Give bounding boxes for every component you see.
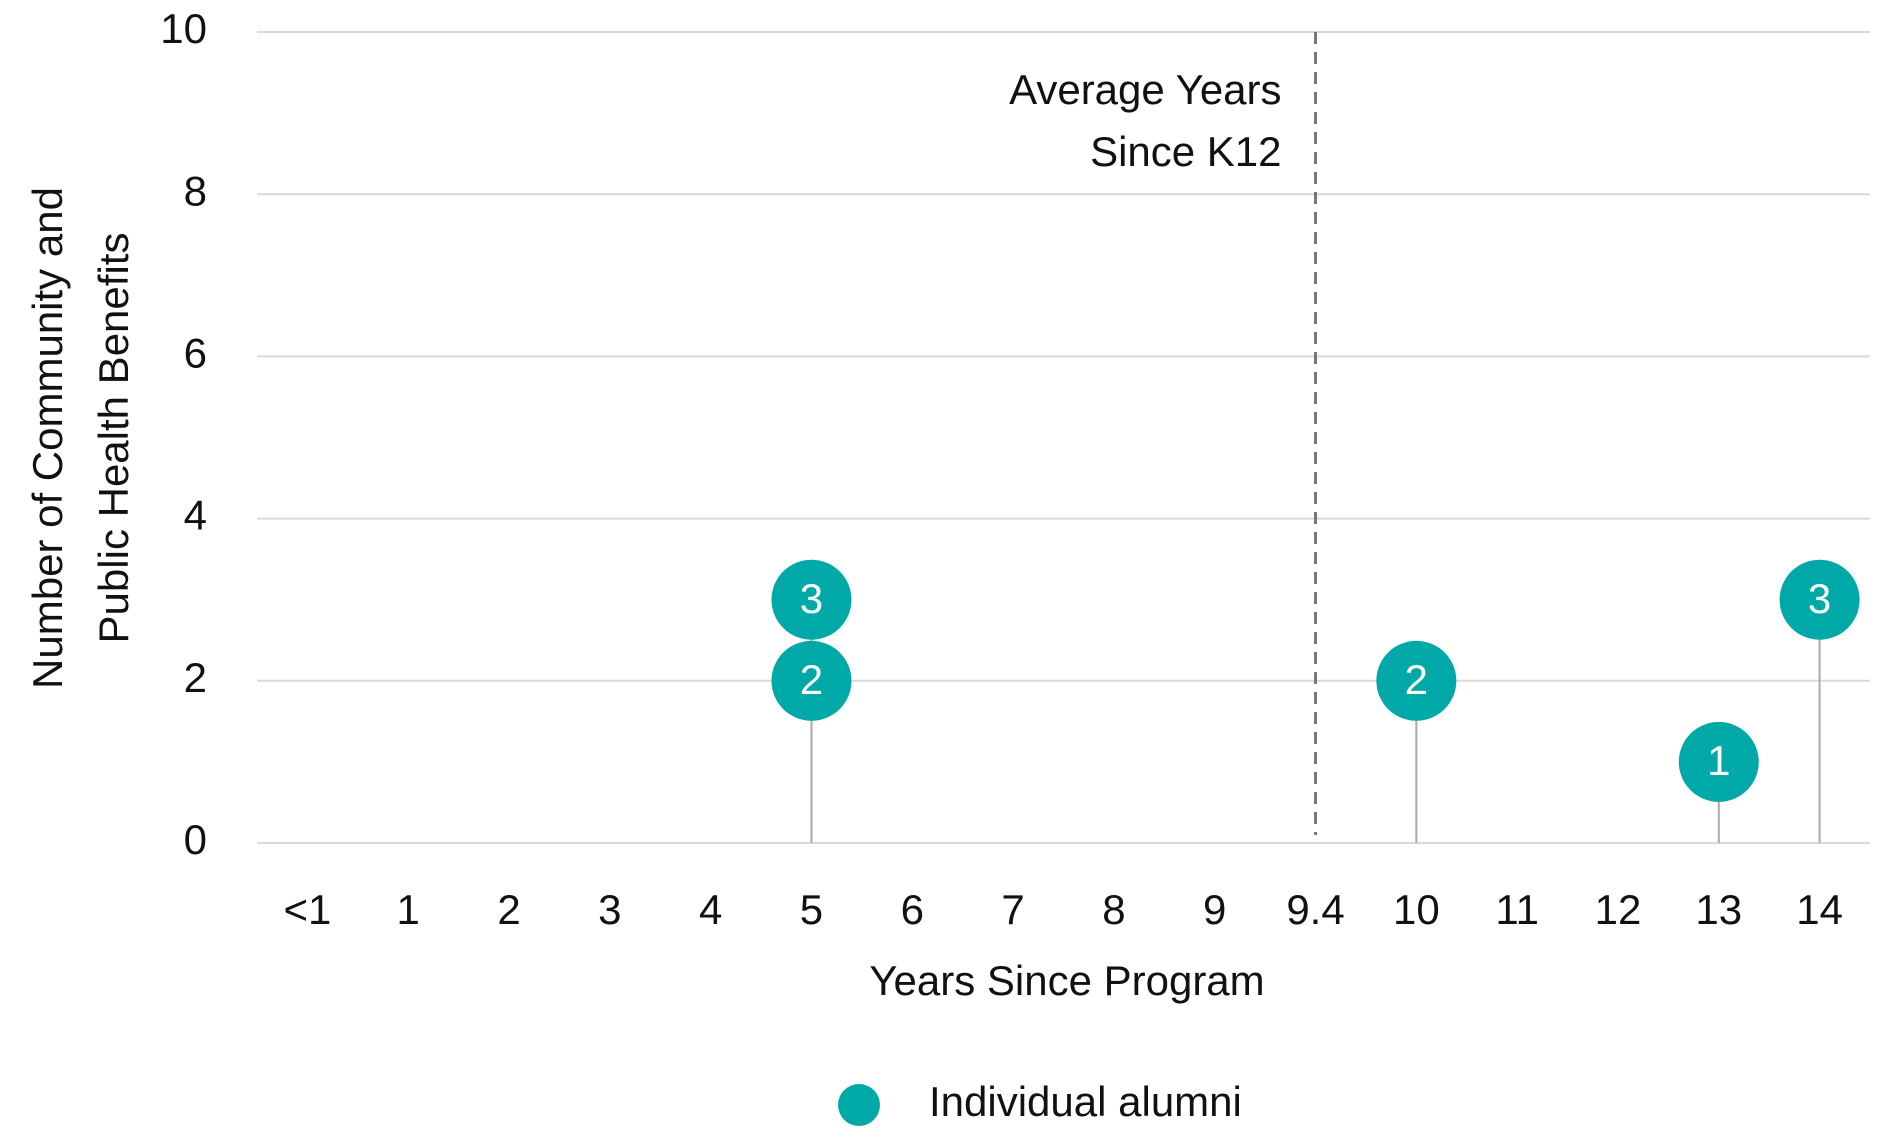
dot [771, 559, 852, 640]
dot [771, 640, 852, 721]
legend-marker [838, 1084, 880, 1126]
data-label: 1 [1707, 737, 1730, 784]
reference-label: Since K12 [1090, 128, 1281, 175]
x-tick-label: 14 [1796, 886, 1843, 933]
x-tick-label: 9 [1203, 886, 1226, 933]
x-tick-label: 5 [800, 886, 823, 933]
data-label: 2 [1405, 656, 1428, 703]
y-tick-label: 0 [184, 816, 207, 863]
x-tick-label: 11 [1495, 886, 1539, 933]
x-tick-label: 1 [397, 886, 420, 933]
y-tick-label: 4 [184, 492, 207, 539]
y-tick-label: 8 [184, 167, 207, 214]
legend-label: Individual alumni [929, 1078, 1242, 1125]
data-label: 3 [800, 575, 823, 622]
x-axis-title: Years Since Program [869, 957, 1264, 1004]
data-label: 2 [800, 656, 823, 703]
y-tick-label: 6 [184, 329, 207, 376]
x-tick-label: 2 [497, 886, 520, 933]
x-tick-label: 8 [1102, 886, 1125, 933]
x-tick-label: 9.4 [1286, 886, 1344, 933]
y-axis-title: Number of Community and Public Health Be… [24, 187, 137, 689]
x-tick-label: 4 [699, 886, 722, 933]
data-label: 3 [1808, 575, 1831, 622]
x-tick-label: 12 [1595, 886, 1642, 933]
x-tick-label: 7 [1001, 886, 1024, 933]
dot [1678, 721, 1759, 802]
x-tick-label: 3 [598, 886, 621, 933]
y-axis-title-line: Public Health Benefits [90, 233, 137, 644]
x-tick-label: 10 [1393, 886, 1440, 933]
x-tick-label: 6 [901, 886, 924, 933]
x-tick-label: <1 [283, 886, 331, 933]
dot [1376, 640, 1457, 721]
x-tick-label: 13 [1695, 886, 1742, 933]
y-tick-label: 2 [184, 654, 207, 701]
y-tick-label: 10 [160, 5, 207, 52]
dot [1779, 559, 1860, 640]
y-axis-title-line: Number of Community and [24, 187, 71, 689]
reference-label: Average Years [1009, 66, 1281, 113]
